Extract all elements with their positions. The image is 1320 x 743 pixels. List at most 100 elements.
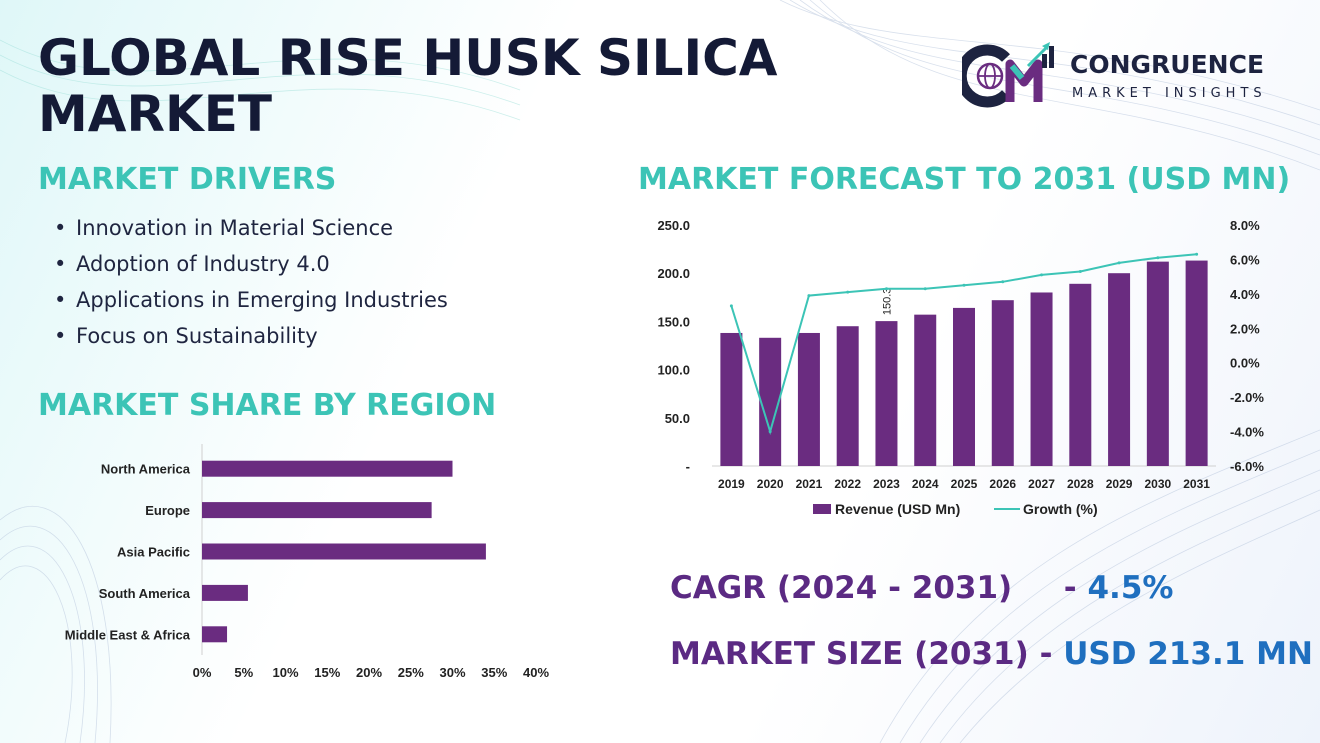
bar	[202, 502, 432, 519]
list-item: • Adoption of Industry 4.0	[54, 248, 448, 284]
category-label: Europe	[145, 503, 190, 518]
left-tick-label: 150.0	[657, 314, 690, 329]
right-tick-label: 6.0%	[1230, 252, 1260, 267]
right-tick-label: -6.0%	[1230, 459, 1264, 474]
cagr-stat: CAGR (2024 - 2031) - 4.5%	[670, 570, 1173, 606]
growth-point	[962, 283, 966, 287]
driver-text: Focus on Sustainability	[76, 324, 318, 348]
category-label: Middle East & Africa	[65, 627, 191, 642]
list-item: • Innovation in Material Science	[54, 212, 448, 248]
market-size-label: MARKET SIZE (2031)	[670, 636, 1029, 672]
category-label: 2021	[796, 477, 823, 491]
bar	[914, 314, 937, 466]
left-tick-label: 50.0	[665, 411, 690, 426]
bar	[759, 337, 782, 466]
logo-tagline: MARKET INSIGHTS	[1072, 86, 1267, 101]
growth-point	[1001, 280, 1005, 284]
driver-text: Innovation in Material Science	[76, 216, 394, 240]
bar	[1108, 273, 1131, 466]
category-label: 2024	[912, 477, 939, 491]
right-tick-label: 8.0%	[1230, 218, 1260, 233]
bar	[1030, 292, 1053, 466]
market-size-separator: -	[1039, 636, 1053, 672]
growth-point	[1117, 261, 1121, 265]
bar	[1185, 260, 1208, 466]
cagr-label: CAGR (2024 - 2031)	[670, 570, 1013, 606]
category-label: 2025	[951, 477, 978, 491]
growth-point	[768, 430, 772, 434]
tick-label: 25%	[398, 665, 424, 680]
left-tick-label: 100.0	[657, 363, 690, 378]
growth-point	[923, 287, 927, 291]
category-label: 2029	[1106, 477, 1133, 491]
left-tick-label: 250.0	[657, 218, 690, 233]
driver-text: Applications in Emerging Industries	[76, 288, 448, 312]
bar	[202, 543, 486, 560]
bar	[1069, 283, 1092, 466]
market-share-heading: MARKET SHARE BY REGION	[38, 388, 497, 423]
list-item: • Applications in Emerging Industries	[54, 284, 448, 320]
cm-globe-logo-icon	[955, 42, 1054, 108]
tick-label: 10%	[272, 665, 298, 680]
category-label: Asia Pacific	[117, 545, 190, 560]
bar	[875, 321, 898, 466]
category-label: North America	[101, 462, 191, 477]
market-size-value: USD 213.1 MN	[1063, 636, 1313, 672]
right-tick-label: 4.0%	[1230, 287, 1260, 302]
right-tick-label: -2.0%	[1230, 390, 1264, 405]
growth-point	[729, 304, 733, 308]
bullet-icon: •	[54, 216, 67, 240]
list-item: • Focus on Sustainability	[54, 320, 448, 356]
growth-point	[846, 290, 850, 294]
tick-label: 40%	[523, 665, 549, 680]
growth-point	[1040, 273, 1044, 277]
tick-label: 15%	[314, 665, 340, 680]
right-tick-label: 2.0%	[1230, 321, 1260, 336]
category-label: 2023	[873, 477, 900, 491]
page-title: GLOBAL RISE HUSK SILICA MARKET	[38, 29, 778, 143]
left-tick-label: 200.0	[657, 266, 690, 281]
left-tick-label: -	[686, 459, 690, 474]
market-drivers-heading: MARKET DRIVERS	[38, 162, 337, 197]
logo-name: CONGRUENCE	[1070, 50, 1265, 79]
category-label: 2020	[757, 477, 784, 491]
growth-point	[807, 294, 811, 298]
tick-label: 0%	[193, 665, 212, 680]
data-label: 150.3	[881, 288, 893, 316]
bar	[720, 332, 743, 466]
growth-point	[1156, 256, 1160, 260]
forecast-heading: MARKET FORECAST TO 2031 (USD MN)	[638, 162, 1291, 197]
company-logo: CONGRUENCE MARKET INSIGHTS	[955, 36, 1292, 112]
bar	[836, 326, 859, 466]
right-tick-label: -4.0%	[1230, 425, 1264, 440]
cagr-value: 4.5%	[1087, 570, 1174, 606]
legend-label-growth: Growth (%)	[1023, 501, 1098, 517]
bar	[202, 460, 453, 477]
category-label: 2027	[1028, 477, 1055, 491]
region-share-chart: North America Europe Asia Pacific South Ame…	[65, 444, 549, 680]
category-label: 2022	[834, 477, 861, 491]
category-label: 2019	[718, 477, 745, 491]
bar	[953, 307, 975, 466]
driver-text: Adoption of Industry 4.0	[76, 252, 330, 276]
tick-label: 35%	[481, 665, 507, 680]
legend-swatch-revenue	[813, 504, 831, 514]
bullet-icon: •	[54, 324, 67, 348]
legend-label-revenue: Revenue (USD Mn)	[835, 501, 960, 517]
market-size-stat: MARKET SIZE (2031) - USD 213.1 MN	[670, 636, 1313, 672]
market-drivers-list: • Innovation in Material Science • Adoptio…	[54, 212, 448, 356]
right-tick-label: 0.0%	[1230, 356, 1260, 371]
category-label: 2031	[1183, 477, 1210, 491]
bullet-icon: •	[54, 288, 67, 312]
tick-label: 20%	[356, 665, 382, 680]
growth-point	[884, 287, 888, 291]
category-label: 2026	[989, 477, 1016, 491]
bullet-icon: •	[54, 252, 67, 276]
bar	[797, 332, 820, 466]
tick-label: 5%	[234, 665, 253, 680]
forecast-chart: - 50.0 100.0 150.0 200.0 250.0 -6.0% -4.0% -2.0%…	[657, 218, 1264, 517]
growth-point	[1195, 252, 1199, 256]
category-label: 2028	[1067, 477, 1094, 491]
